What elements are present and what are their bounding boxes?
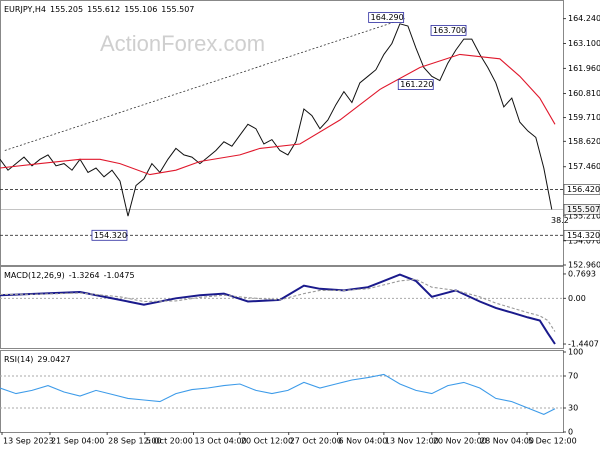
- y-tick-label: 155.210: [568, 211, 600, 220]
- readout: 29.0427: [37, 355, 70, 364]
- level-label: 155.507: [567, 205, 600, 214]
- x-tick-label: 20 Nov 20:00: [433, 437, 487, 446]
- y-tick-label: 30: [568, 404, 578, 413]
- watermark: ActionForex.com: [100, 31, 265, 56]
- y-tick-label: 158.620: [568, 137, 600, 146]
- series-line: [0, 278, 556, 332]
- level-box: [563, 204, 600, 215]
- y-tick-label: 0.00: [568, 294, 586, 303]
- panel-title: EURJPY,H4: [4, 5, 46, 14]
- readout: -1.3264: [69, 271, 100, 280]
- annotation-label: 161.220: [400, 80, 433, 89]
- y-tick-label: 161.960: [568, 64, 600, 73]
- y-tick-label: 160.810: [568, 89, 600, 98]
- y-tick-label: 163.100: [568, 39, 600, 48]
- x-tick-label: 28 Nov 04:00: [480, 437, 534, 446]
- y-tick-label: 0: [568, 428, 573, 437]
- annotation-label: 163.700: [433, 26, 466, 35]
- panel-header: EURJPY,H4 155.205 155.612 155.106 155.507: [4, 5, 194, 14]
- x-tick-label: 28 Sep 12:00: [108, 437, 161, 446]
- annotation-box: [91, 229, 128, 241]
- x-tick-label: 6 Nov 04:00: [338, 437, 387, 446]
- x-tick-label: 5 Oct 20:00: [146, 437, 193, 446]
- panel-title: MACD(12,26,9): [4, 271, 65, 280]
- panel-frame: [0, 350, 564, 433]
- annotation-box: [430, 24, 467, 36]
- level-label: 156.420: [567, 185, 600, 194]
- series-line: [0, 53, 556, 176]
- level-box: [563, 229, 600, 241]
- annotation-label: 154.320: [94, 231, 127, 240]
- y-tick-label: 159.710: [568, 113, 600, 122]
- y-tick-label: 157.460: [568, 162, 600, 171]
- panel-frame: [0, 0, 564, 266]
- readout: 155.507: [161, 5, 194, 14]
- annotation-box: [368, 12, 405, 23]
- y-tick-label: -1.4407: [568, 340, 599, 349]
- panel-title: RSI(14): [4, 355, 33, 364]
- readout: 155.205: [50, 5, 83, 14]
- series-line: [0, 373, 556, 416]
- readout: 155.106: [124, 5, 157, 14]
- fib-label: 38.2: [551, 216, 569, 225]
- annotation-box: [397, 79, 434, 90]
- panel-header: MACD(12,26,9) -1.3264 -1.0475: [4, 271, 135, 280]
- y-tick-label: 70: [568, 372, 578, 381]
- series-line: [0, 23, 553, 217]
- x-tick-label: 13 Nov 12:00: [385, 437, 439, 446]
- y-tick-label: 100: [568, 348, 583, 357]
- y-tick-label: 0.7693: [568, 269, 596, 278]
- x-tick-label: 13 Sep 2023: [3, 437, 54, 446]
- x-tick-label: 21 Sep 04:00: [51, 437, 104, 446]
- y-tick-label: 154.070: [568, 236, 600, 245]
- level-label: 154.320: [567, 231, 600, 240]
- panel-header: RSI(14) 29.0427: [4, 355, 71, 364]
- panel-frame: [0, 266, 564, 349]
- readout: 155.612: [87, 5, 120, 14]
- level-box: [563, 184, 600, 195]
- y-tick-label: 152.960: [568, 261, 600, 270]
- y-tick-label: 164.240: [568, 14, 600, 23]
- x-tick-label: 20 Oct 12:00: [241, 437, 293, 446]
- x-tick-label: 13 Oct 04:00: [195, 437, 247, 446]
- annotation-label: 164.290: [371, 13, 404, 22]
- x-tick-label: 5 Dec 12:00: [528, 437, 577, 446]
- readout: -1.0475: [104, 271, 135, 280]
- x-tick-label: 27 Oct 20:00: [290, 437, 342, 446]
